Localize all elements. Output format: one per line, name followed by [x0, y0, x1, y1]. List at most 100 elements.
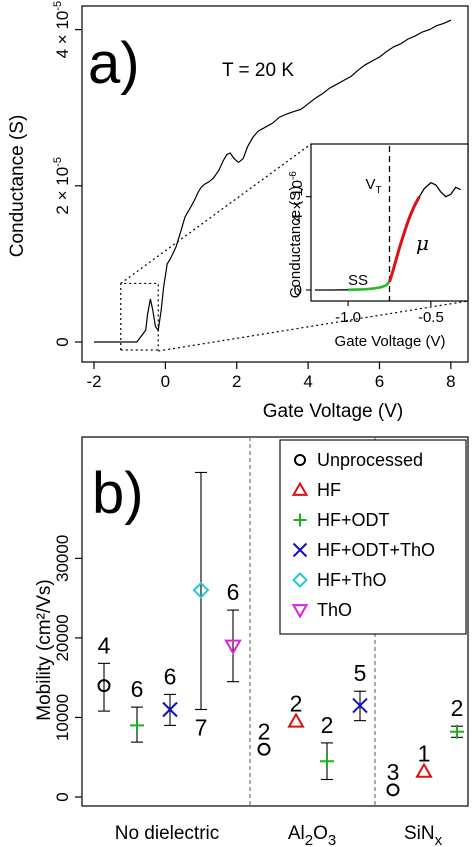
legend-marker	[291, 604, 309, 619]
group-label-al2o3: Al2O3	[288, 823, 336, 847]
panel-b-y-tick-label: 30000	[53, 535, 72, 582]
marker-hf-tho	[192, 581, 210, 599]
inset-curve-mu	[388, 195, 421, 283]
marker-tho	[224, 639, 242, 655]
data-point: 3	[386, 759, 400, 797]
panel-a-y-tick-exponent: -5	[52, 1, 64, 11]
panel-a-y-tick-label: 4 × 10-5	[52, 1, 72, 59]
legend-item: HF+ODT	[293, 510, 390, 530]
zoom-box	[120, 282, 159, 350]
zoom-line-bottom	[158, 300, 469, 352]
sample-count-label: 4	[98, 632, 111, 658]
legend-label: Unprocessed	[317, 450, 423, 470]
panel-a-label: a)	[88, 31, 140, 96]
marker-unprocessed	[257, 742, 271, 756]
inset-mu-label: μ	[416, 231, 429, 255]
sample-count-label: 2	[321, 712, 334, 738]
panel-a-x-tick-label: 2	[232, 372, 241, 391]
panel-a-y-tick-label: 0	[53, 337, 72, 346]
inset-plot-box	[310, 143, 469, 302]
data-point: 6	[130, 676, 144, 743]
sin-text: SiN	[404, 823, 435, 844]
legend-box	[279, 439, 467, 635]
legend-marker	[292, 542, 308, 558]
panel-a-x-axis-label: Gate Voltage (V)	[263, 401, 403, 422]
panel-a: a) T = 20 K Gate Voltage (V) Conductance…	[7, 1, 469, 422]
legend-marker	[294, 454, 306, 466]
legend-label: HF	[317, 480, 341, 500]
marker-hf-odt-tho	[162, 701, 178, 718]
o-text: O	[313, 823, 328, 844]
sample-count-label: 2	[290, 690, 303, 716]
legend-items: Unprocessed HF HF+ODT HF+ODT+ThO HF+ThO ThO	[291, 450, 435, 620]
sample-count-label: 2	[451, 695, 464, 721]
marker-hf-odt	[130, 718, 144, 733]
panel-a-axes: -2 0 2 4 6 8 0 2 × 10-5 4 × 10-5	[52, 1, 456, 391]
inset-x-axis-label: Gate Voltage (V)	[335, 333, 446, 350]
legend-label: HF+ODT+ThO	[317, 540, 435, 560]
legend-label: ThO	[317, 600, 352, 620]
panel-a-x-tick-label: -2	[86, 372, 101, 391]
x-sub: x	[435, 832, 443, 847]
sample-count-label: 5	[354, 660, 367, 686]
inset-y-tick-label: 0	[294, 282, 302, 299]
data-point: 6	[162, 663, 178, 726]
group-label-sinx: SiNx	[404, 823, 443, 847]
legend-item: HF+ThO	[292, 570, 387, 590]
inset-axes: -1.0 -0.5 0 4 × 10-6	[288, 171, 444, 326]
inset-ss-label: SS	[348, 272, 368, 289]
sample-count-label: 6	[131, 676, 144, 702]
panel-b-label: b)	[92, 461, 144, 526]
panel-a-zoom-guides	[120, 143, 469, 352]
marker-unprocessed	[97, 679, 111, 693]
marker-hf-odt	[450, 724, 464, 739]
panel-b-plot-box	[81, 436, 469, 807]
panel-a-conductance-curve	[94, 19, 452, 343]
temperature-annotation: T = 20 K	[222, 60, 294, 81]
data-point: 2	[287, 690, 305, 728]
zoom-line-top	[120, 143, 312, 284]
panel-a-x-tick-label: 6	[375, 372, 384, 391]
al-sub: 2	[305, 832, 313, 847]
data-point: 2	[320, 712, 334, 781]
data-point: 6	[224, 579, 242, 683]
inset-x-tick-label: -1.0	[335, 309, 361, 326]
data-point: 2	[450, 695, 464, 739]
marker-hf	[287, 712, 305, 728]
marker-hf-odt-tho	[352, 697, 368, 714]
inset-threshold-label: VT	[366, 176, 382, 196]
group-label-no-dielectric: No dielectric	[115, 823, 220, 844]
threshold-subscript: T	[376, 185, 382, 196]
panel-a-x-tick-label: 0	[161, 372, 170, 391]
al-text: Al	[288, 823, 305, 844]
marker-hf-odt	[320, 754, 334, 769]
o-sub: 3	[328, 832, 336, 847]
mobility-label: Mobility (cm²/Vs)	[34, 579, 55, 720]
sample-count-label: 6	[227, 579, 240, 605]
legend-label: HF+ThO	[317, 570, 387, 590]
sample-count-label: 7	[195, 715, 208, 741]
panel-a-x-tick-label: 4	[303, 372, 312, 391]
inset-x-tick-label: -0.5	[418, 309, 444, 326]
inset-y-axis-label: Conductance (S)	[287, 186, 304, 299]
inset-curve-black-tail	[418, 181, 461, 198]
inset-y-tick-exponent: -6	[288, 171, 299, 180]
legend-item: HF+ODT+ThO	[292, 540, 435, 560]
data-point: 4	[97, 632, 111, 712]
panel-a-x-tick-label: 8	[446, 372, 455, 391]
inset-y-tick-label: 4 × 10-6	[288, 171, 306, 222]
inset-plot: -1.0 -0.5 0 4 × 10-6 VT SS μ Gate Voltage (…	[287, 143, 469, 350]
sample-count-label: 3	[387, 759, 400, 785]
panel-b-axes: 0 10000 20000 30000	[53, 535, 82, 802]
legend-marker	[292, 572, 308, 588]
panel-b-y-tick-label: 20000	[53, 614, 72, 661]
legend-item: HF	[291, 480, 341, 500]
panel-b-y-tick-label: 0	[53, 792, 72, 801]
data-point: 7	[192, 471, 210, 741]
data-point: 1	[415, 741, 433, 778]
legend: Unprocessed HF HF+ODT HF+ODT+ThO HF+ThO ThO	[279, 439, 467, 635]
sample-count-label: 6	[164, 663, 177, 689]
legend-item: Unprocessed	[294, 450, 423, 470]
